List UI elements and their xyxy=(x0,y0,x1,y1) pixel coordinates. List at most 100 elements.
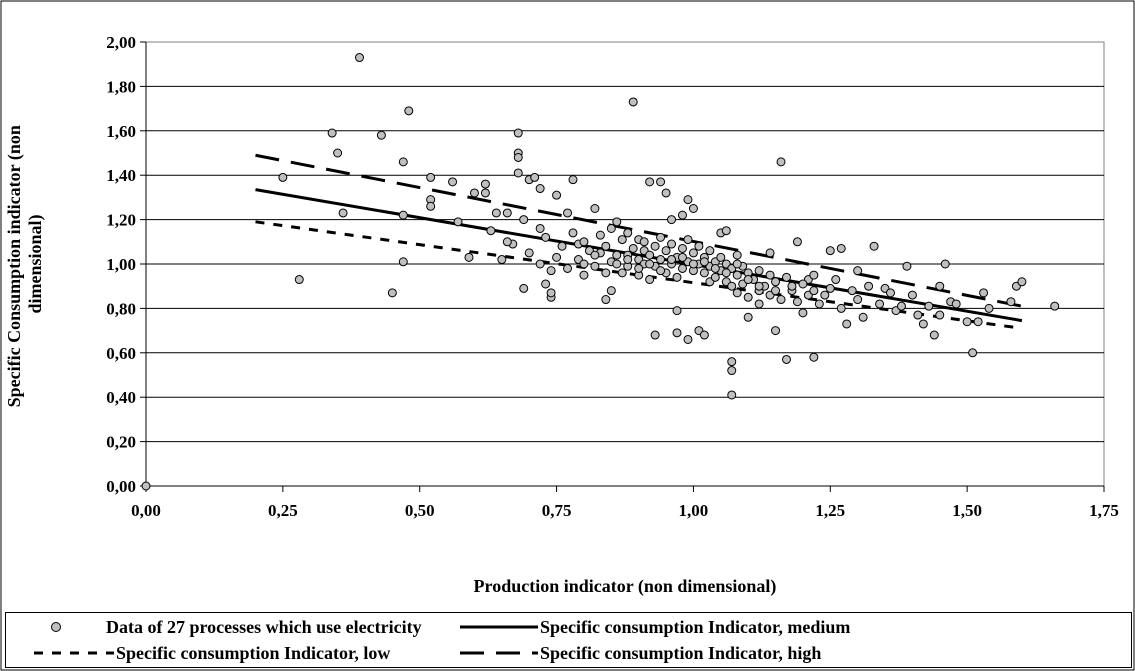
data-point xyxy=(606,286,616,296)
data-point xyxy=(398,157,408,167)
data-point xyxy=(732,259,742,269)
data-point xyxy=(612,259,622,269)
data-point xyxy=(727,390,737,400)
y-tick-label: 1,20 xyxy=(106,211,136,230)
data-point xyxy=(535,184,545,194)
legend-item-data: Data of 27 processes which use electrici… xyxy=(6,615,422,639)
data-point xyxy=(376,130,386,140)
legend-swatch-points xyxy=(6,615,106,639)
x-tick-label: 1,50 xyxy=(952,501,982,520)
data-point xyxy=(973,317,983,327)
data-point xyxy=(781,272,791,282)
data-point xyxy=(688,259,698,269)
x-tick-label: 1,25 xyxy=(815,501,845,520)
y-tick-label: 1,60 xyxy=(106,122,136,141)
data-point xyxy=(672,328,682,338)
data-point xyxy=(1006,297,1016,307)
data-point xyxy=(590,204,600,213)
data-point xyxy=(645,250,655,260)
data-point xyxy=(710,263,720,273)
data-point xyxy=(787,281,797,291)
data-point xyxy=(469,188,479,198)
data-point xyxy=(853,295,863,305)
data-point xyxy=(278,172,288,182)
data-point xyxy=(513,152,523,162)
legend-swatch-dotted xyxy=(6,641,116,665)
data-point xyxy=(913,310,923,320)
data-point xyxy=(404,106,414,116)
data-point xyxy=(771,286,781,296)
data-point xyxy=(645,177,655,187)
data-point xyxy=(448,177,458,187)
legend-item-medium: Specific consumption Indicator, medium xyxy=(456,615,850,639)
legend-item-low: Specific consumption Indicator, low xyxy=(6,641,390,665)
data-point xyxy=(354,53,364,63)
data-point xyxy=(699,268,709,278)
data-point xyxy=(683,334,693,344)
data-point xyxy=(541,232,551,242)
data-point xyxy=(590,261,600,271)
data-point xyxy=(524,248,534,258)
data-point xyxy=(612,217,622,227)
data-point xyxy=(535,259,545,269)
data-point xyxy=(546,288,556,298)
data-point xyxy=(656,232,666,242)
x-tick-label: 1,00 xyxy=(679,501,709,520)
data-point xyxy=(563,208,573,218)
data-point xyxy=(727,366,737,376)
data-point xyxy=(776,157,786,167)
data-point xyxy=(825,246,835,256)
data-point xyxy=(935,310,945,320)
y-axis-label: Specific Consumption indicator (non dime… xyxy=(4,121,46,408)
data-point xyxy=(820,290,830,300)
data-point xyxy=(661,246,671,256)
data-point xyxy=(606,223,616,233)
data-point xyxy=(650,241,660,251)
data-point xyxy=(387,288,397,298)
data-point xyxy=(809,286,819,296)
data-point xyxy=(628,243,638,253)
data-point xyxy=(1050,301,1060,311)
data-point xyxy=(294,275,304,285)
data-point xyxy=(940,259,950,269)
y-tick-label: 1,80 xyxy=(106,77,136,96)
legend-item-high: Specific consumption Indicator, high xyxy=(456,641,821,665)
data-point xyxy=(650,330,660,340)
data-point xyxy=(677,263,687,273)
data-point xyxy=(710,272,720,282)
data-point xyxy=(513,128,523,138)
data-point xyxy=(656,255,666,265)
legend-swatch-dashed xyxy=(456,641,540,665)
data-point xyxy=(667,215,677,225)
x-tick-label: 0,25 xyxy=(268,501,298,520)
data-point xyxy=(743,275,753,285)
x-tick-label: 0,50 xyxy=(405,501,435,520)
data-point xyxy=(727,357,737,367)
data-point xyxy=(546,266,556,276)
data-point xyxy=(502,208,512,218)
data-point xyxy=(688,204,698,213)
data-point xyxy=(639,237,649,247)
data-point xyxy=(771,277,781,287)
data-point xyxy=(836,303,846,313)
data-point xyxy=(579,237,589,247)
data-point xyxy=(951,299,961,309)
data-points xyxy=(141,53,1060,491)
data-point xyxy=(677,210,687,220)
data-point xyxy=(480,179,490,189)
y-tick-label: 0,80 xyxy=(106,299,136,318)
y-axis-ticks: 0,00 0,20 0,40 0,60 0,80 1,00 1,20 1,40 1,60 1,80… xyxy=(106,33,147,496)
data-point xyxy=(864,281,874,291)
data-point xyxy=(721,268,731,278)
data-point xyxy=(497,255,507,265)
data-point xyxy=(699,330,709,340)
data-point xyxy=(579,270,589,280)
data-point xyxy=(907,290,917,300)
data-point xyxy=(672,306,682,316)
data-point xyxy=(754,299,764,309)
y-tick-label: 0,00 xyxy=(106,477,136,496)
data-point xyxy=(732,250,742,260)
y-tick-label: 1,40 xyxy=(106,166,136,185)
